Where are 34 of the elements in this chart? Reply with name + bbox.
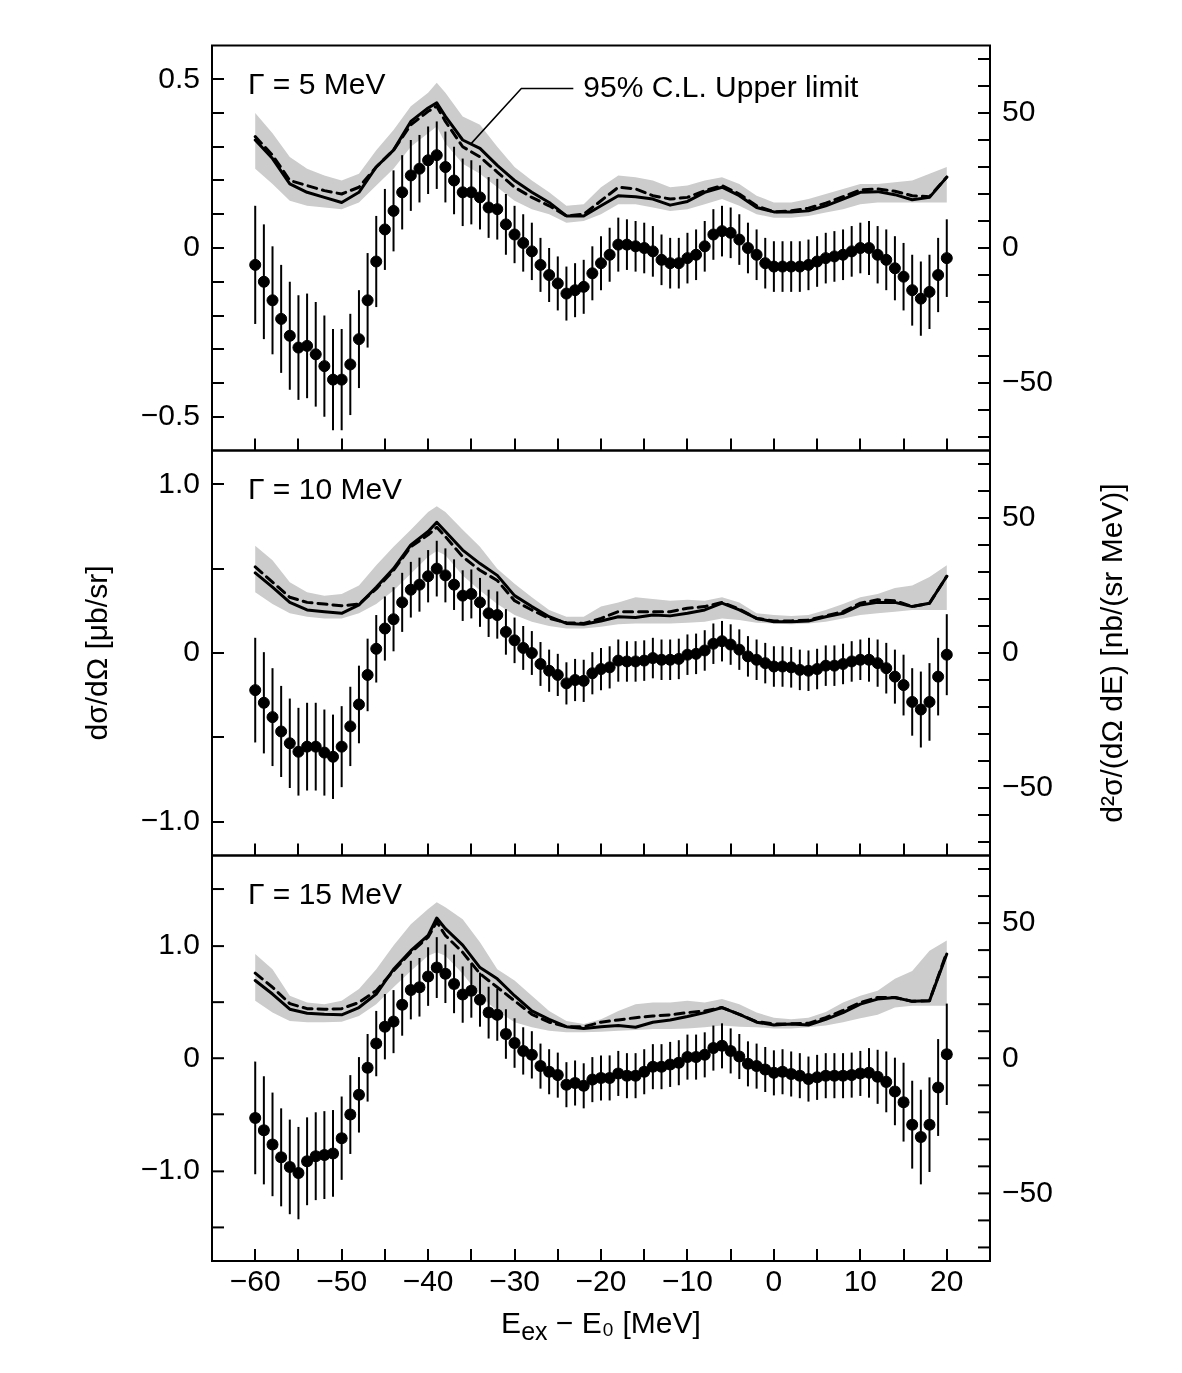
y-tick-label: 0.5 xyxy=(158,60,200,94)
x-tick-label: 10 xyxy=(843,1263,878,1297)
x-tick-label: −50 xyxy=(316,1263,368,1297)
y-tick-label: 1.0 xyxy=(158,926,200,960)
y2-tick-label: 50 xyxy=(1002,498,1036,532)
annotation: 95% C.L. Upper limit xyxy=(583,69,860,103)
y-tick-label: −0.5 xyxy=(140,397,200,431)
annotation: Γ = 15 MeV xyxy=(248,876,403,910)
annotation: Γ = 5 MeV xyxy=(248,66,386,100)
x-tick-label: −40 xyxy=(402,1263,454,1297)
y2-axis-title: d²σ/(dΩ dE) [nb/(sr MeV)] xyxy=(1095,482,1129,823)
y-tick-label: −1.0 xyxy=(140,802,200,836)
y-tick-label: 0 xyxy=(183,1038,200,1073)
y2-tick-label: 50 xyxy=(1002,93,1036,127)
y2-tick-label: −50 xyxy=(1002,363,1053,397)
y2-tick-label: 0 xyxy=(1002,1038,1019,1073)
y2-tick-label: 50 xyxy=(1002,903,1036,937)
x-tick-label: 0 xyxy=(765,1263,783,1297)
y2-tick-label: −50 xyxy=(1002,768,1053,802)
x-tick-label: −30 xyxy=(489,1263,540,1297)
y-tick-label: −1.0 xyxy=(140,1151,200,1185)
y2-tick-label: −50 xyxy=(1002,1174,1053,1208)
y-tick-label: 0 xyxy=(183,633,200,667)
x-tick-label: −10 xyxy=(662,1263,713,1297)
x-tick-label: −20 xyxy=(575,1263,627,1297)
y2-tick-label: 0 xyxy=(1002,228,1019,262)
y-tick-label: 1.0 xyxy=(158,465,200,499)
y2-tick-label: 0 xyxy=(1002,633,1019,667)
annotation: Γ = 10 MeV xyxy=(248,471,403,505)
x-tick-label: 20 xyxy=(930,1263,964,1297)
y-tick-label: 0 xyxy=(183,228,200,262)
x-tick-label: −60 xyxy=(229,1263,281,1297)
x-axis-title: E$_{ex}$ − E₀ [MeV] xyxy=(501,1306,701,1346)
y-axis-title: dσ/dΩ [μb/sr] xyxy=(80,565,114,740)
